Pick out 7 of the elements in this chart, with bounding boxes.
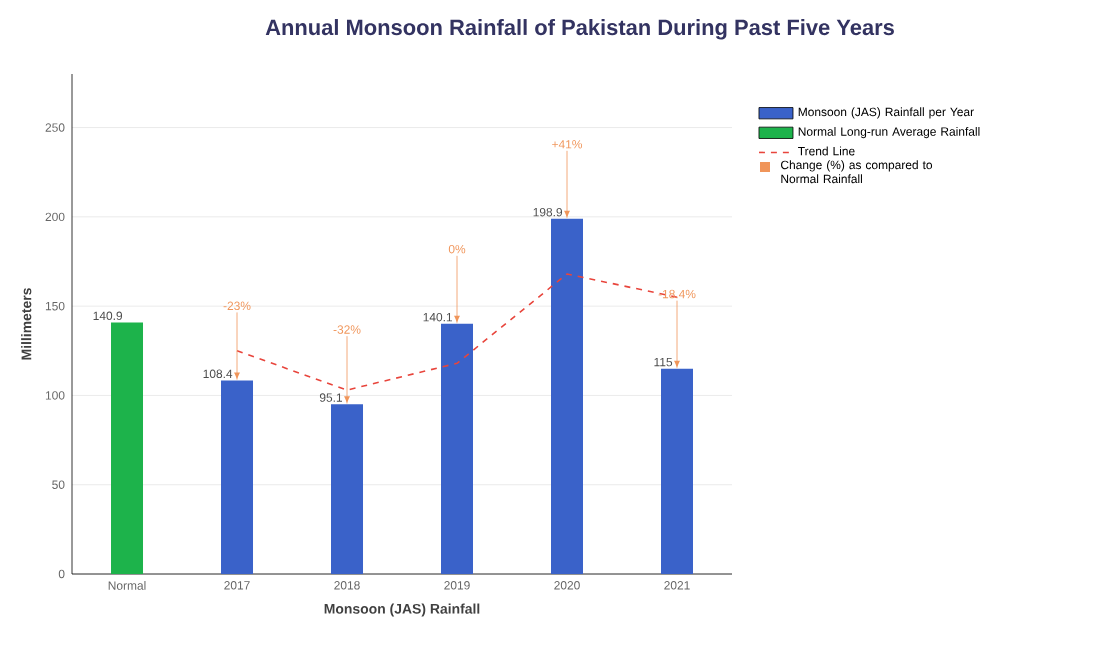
bar — [331, 404, 364, 574]
bar — [441, 323, 473, 574]
bar — [111, 322, 144, 574]
bar — [221, 380, 254, 574]
chart-title: Annual Monsoon Rainfall of Pakistan During Past Five Years — [265, 19, 894, 40]
bar — [551, 218, 583, 574]
bar — [661, 368, 693, 574]
